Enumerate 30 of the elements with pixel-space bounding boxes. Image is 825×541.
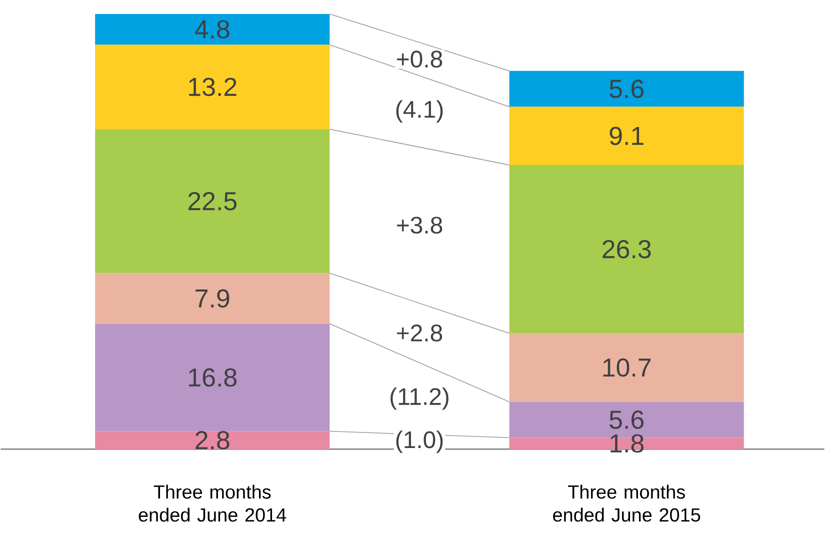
bar <box>95 44 330 130</box>
x-tick-label: Three months ended June 2014 <box>138 484 286 522</box>
data-label: 10.7 <box>603 358 651 377</box>
data-label: 16.8 <box>189 368 236 387</box>
data-label: 7.9 <box>196 289 230 308</box>
annotation: (4.1) <box>396 100 443 123</box>
bar <box>509 333 744 402</box>
bar <box>95 273 330 324</box>
data-label: 5.6 <box>610 80 644 98</box>
data-label: 22.5 <box>188 192 237 210</box>
data-label: 4.8 <box>194 20 230 39</box>
data-label: 5.6 <box>610 410 644 429</box>
x-tick-label: Three months ended June 2015 <box>553 484 700 522</box>
bar <box>509 165 744 334</box>
annotation: +3.8 <box>397 216 442 234</box>
bar <box>509 70 744 107</box>
data-label: 1.8 <box>610 434 644 453</box>
data-label: 26.3 <box>602 240 651 258</box>
annotation: (1.0) <box>396 430 443 453</box>
bar <box>95 14 330 45</box>
annotation: (11.2) <box>390 387 448 410</box>
data-label: 13.2 <box>189 78 236 96</box>
bar <box>95 324 330 432</box>
bar <box>509 106 744 166</box>
bar <box>95 431 330 450</box>
bar <box>95 129 330 274</box>
data-label: 9.1 <box>610 126 644 146</box>
annotation: +0.8 <box>397 50 442 68</box>
annotation: +2.8 <box>397 324 442 342</box>
data-label: 2.8 <box>196 431 230 450</box>
